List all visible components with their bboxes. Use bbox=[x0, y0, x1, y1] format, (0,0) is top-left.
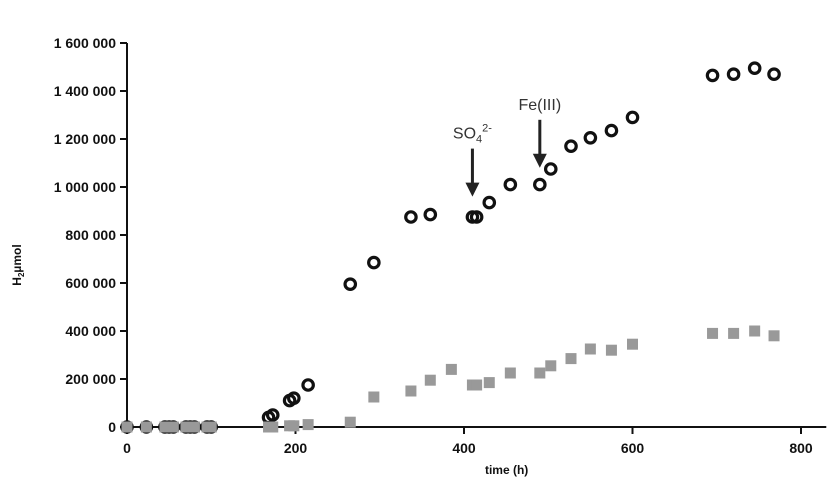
data-point-square bbox=[565, 353, 577, 365]
annotation-sulfate: SO42- bbox=[453, 123, 492, 146]
data-point-circle bbox=[343, 277, 358, 291]
data-point-square bbox=[707, 327, 719, 339]
data-point-square bbox=[768, 330, 780, 342]
y-tick-label: 400 000 bbox=[65, 323, 116, 339]
data-point-square bbox=[140, 421, 152, 433]
data-point-square bbox=[344, 416, 356, 428]
y-tick-label: 200 000 bbox=[65, 371, 116, 387]
data-point-circle bbox=[705, 68, 720, 83]
y-tick-label: 1 600 000 bbox=[54, 35, 116, 51]
data-point-circle bbox=[747, 61, 762, 75]
data-point-square bbox=[534, 367, 546, 379]
data-point-square bbox=[188, 421, 200, 433]
series-0 bbox=[120, 61, 781, 434]
x-tick-label: 200 bbox=[284, 440, 308, 456]
data-point-square bbox=[121, 421, 133, 433]
data-point-square bbox=[445, 363, 457, 375]
data-point-square bbox=[167, 421, 179, 433]
data-point-square bbox=[627, 338, 638, 350]
y-axis-ticks: 0 200 000 400 000 600 000 800 000 1 000 000 1 … bbox=[54, 35, 127, 435]
y-axis-title-sub: 2 bbox=[17, 272, 26, 277]
data-point-square bbox=[504, 367, 516, 379]
data-point-circle bbox=[625, 110, 640, 125]
x-axis-title: time (h) bbox=[485, 463, 528, 477]
data-point-circle bbox=[564, 139, 578, 153]
y-tick-label: 1 000 000 bbox=[54, 179, 116, 195]
annotation-iron-arrow-head bbox=[532, 153, 547, 168]
data-point-square bbox=[368, 391, 380, 403]
y-tick-label: 800 000 bbox=[65, 227, 116, 243]
annotation-sulfate-arrow-head bbox=[465, 182, 480, 197]
data-point-square bbox=[424, 374, 436, 386]
y-axis-title: H2µmol bbox=[10, 244, 26, 285]
data-point-square bbox=[483, 377, 495, 389]
data-point-circle bbox=[482, 195, 497, 210]
annotation-iron: Fe(III) bbox=[518, 97, 561, 114]
x-tick-label: 800 bbox=[789, 440, 813, 456]
data-point-circle bbox=[583, 131, 598, 145]
y-tick-label: 1 200 000 bbox=[54, 131, 116, 147]
annotation-sulfate-main: SO bbox=[453, 126, 476, 143]
data-point-square bbox=[471, 379, 483, 391]
data-point-square bbox=[302, 419, 314, 431]
data-point-square bbox=[267, 421, 279, 433]
data-point-square bbox=[605, 344, 617, 356]
x-tick-label: 600 bbox=[621, 440, 645, 456]
data-point-circle bbox=[265, 408, 280, 422]
x-tick-label: 0 bbox=[123, 440, 131, 456]
annotation-sulfate-sup: 2- bbox=[482, 123, 492, 135]
data-point-circle bbox=[287, 391, 301, 405]
x-axis-ticks: 0 200 400 600 800 bbox=[123, 427, 813, 456]
annotation-layer: SO42- Fe(III) bbox=[453, 97, 561, 197]
data-point-circle bbox=[423, 207, 438, 222]
data-point-circle bbox=[503, 177, 518, 192]
data-point-square bbox=[749, 325, 761, 337]
data-point-circle bbox=[726, 67, 741, 81]
data-point-square bbox=[288, 420, 300, 432]
y-axis-title-rest: µmol bbox=[10, 244, 24, 272]
data-point-square bbox=[728, 327, 740, 339]
data-point-circle bbox=[604, 123, 619, 138]
data-point-circle bbox=[301, 378, 315, 392]
data-point-square bbox=[405, 385, 417, 397]
data-point-circle bbox=[367, 255, 381, 270]
series-1 bbox=[121, 325, 780, 433]
data-point-circle bbox=[767, 67, 781, 81]
y-tick-label: 600 000 bbox=[65, 275, 116, 291]
data-point-circle bbox=[533, 177, 547, 192]
data-point-square bbox=[205, 421, 217, 433]
x-tick-label: 400 bbox=[452, 440, 476, 456]
y-tick-label: 1 400 000 bbox=[54, 83, 116, 99]
annotation-sulfate-sub: 4 bbox=[476, 134, 482, 146]
data-point-square bbox=[545, 360, 557, 372]
y-tick-label: 0 bbox=[108, 419, 116, 435]
y-axis-title-main: H bbox=[10, 277, 24, 286]
data-point-circle bbox=[404, 210, 418, 224]
data-point-circle bbox=[469, 210, 484, 224]
data-point-circle bbox=[543, 162, 558, 176]
data-point-square bbox=[584, 343, 596, 355]
series-layer bbox=[120, 61, 781, 434]
